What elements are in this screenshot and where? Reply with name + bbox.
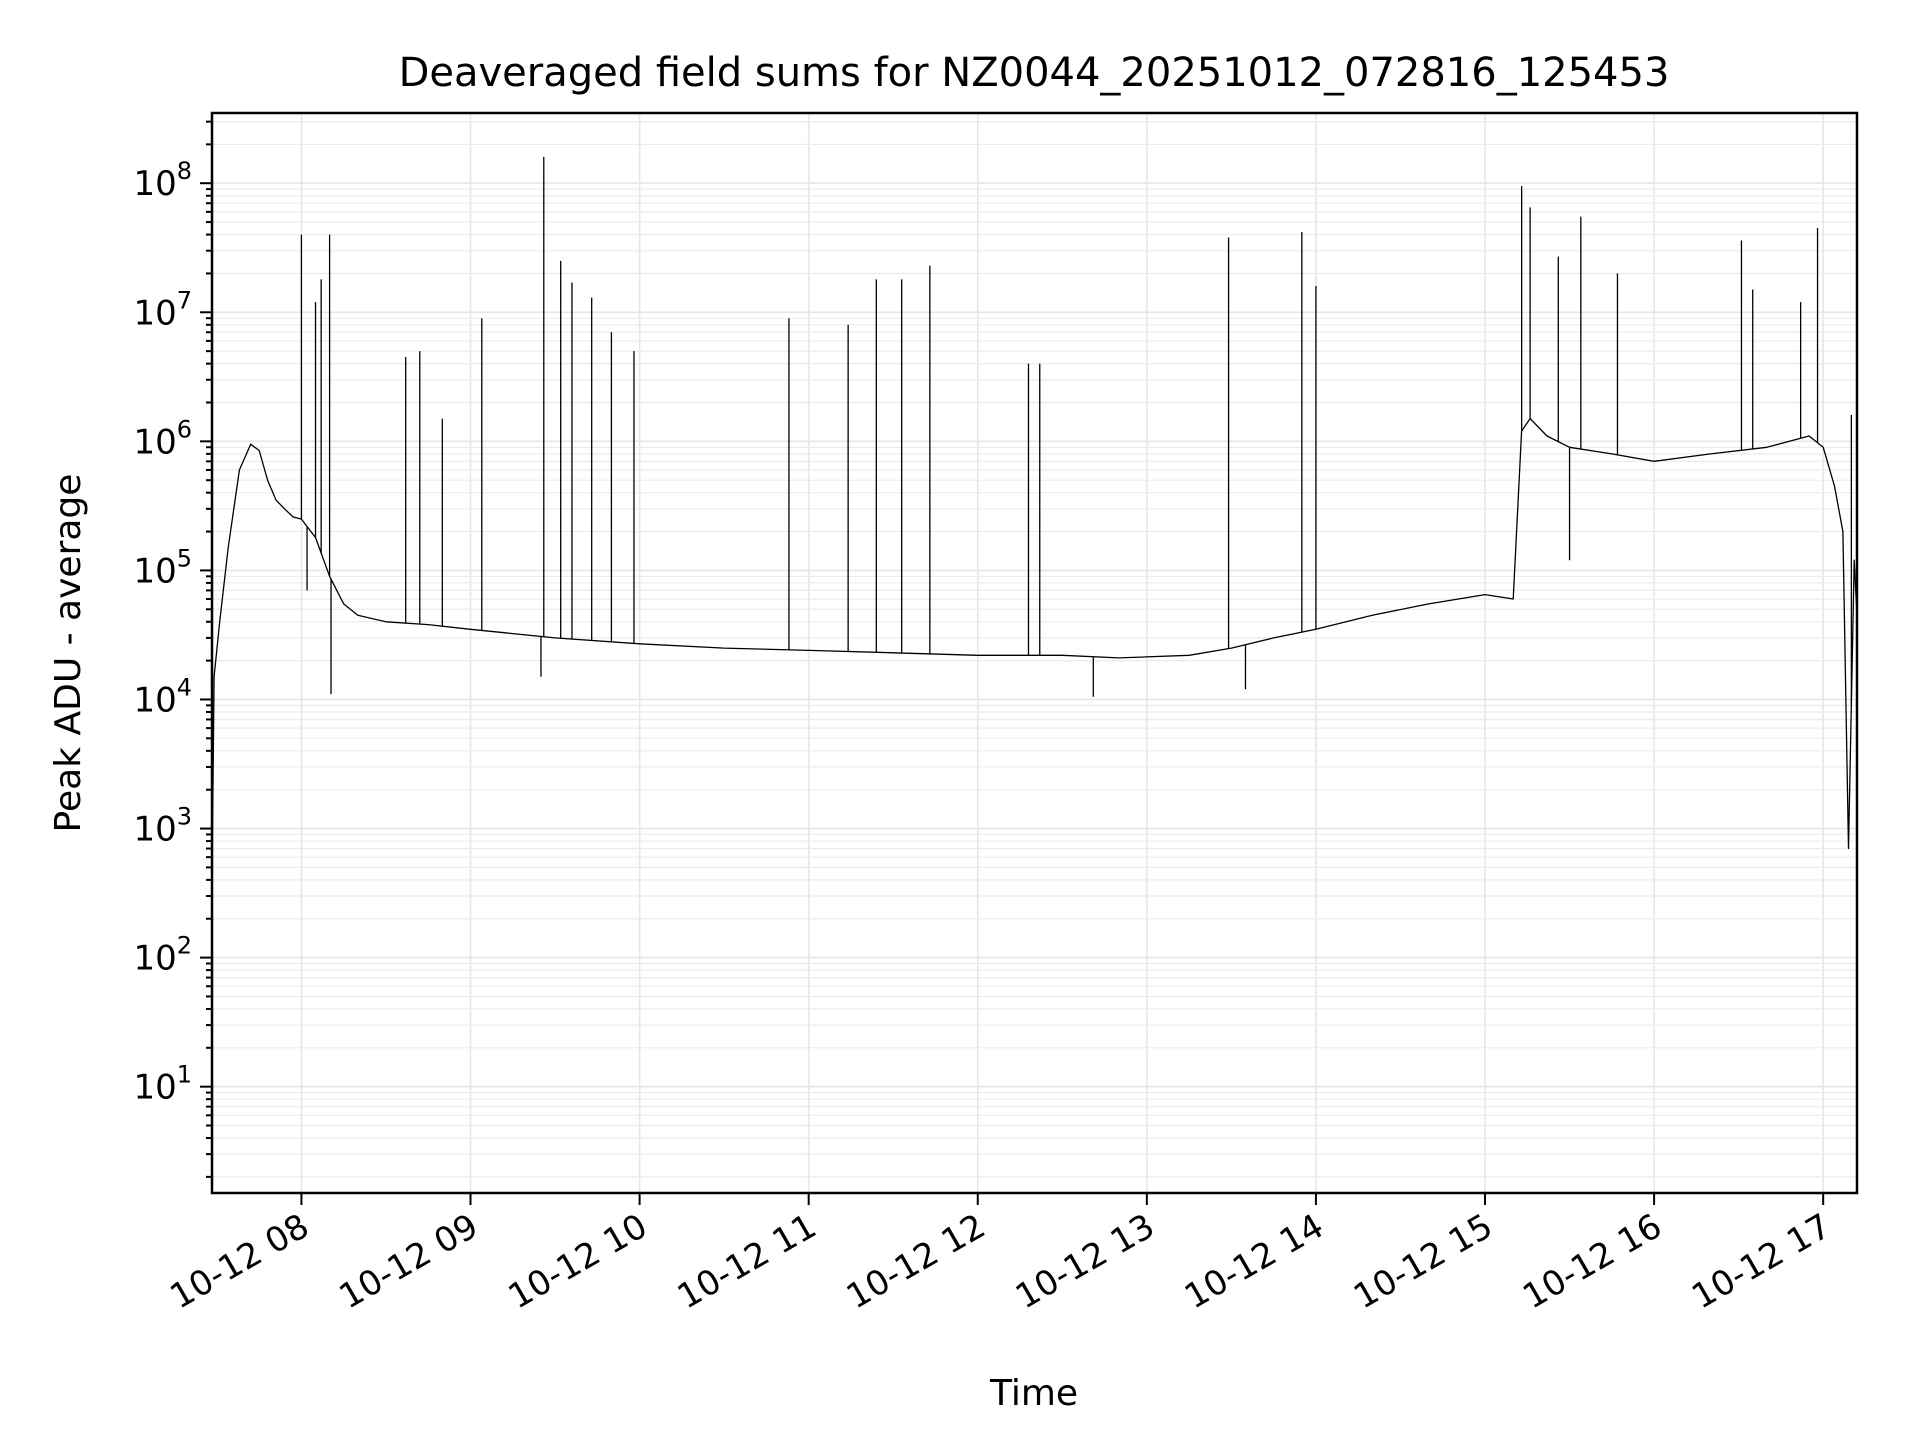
plot-area xyxy=(212,156,1857,880)
x-tick-label: 10-12 09 xyxy=(333,1206,485,1317)
y-tick-label: 103 xyxy=(133,803,192,850)
y-tick-label: 104 xyxy=(133,673,192,720)
plot-frame xyxy=(210,111,1859,1195)
x-axis-label: Time xyxy=(989,1373,1078,1414)
x-tick-label: 10-12 11 xyxy=(671,1206,823,1317)
grid xyxy=(212,113,1857,1193)
x-tick-label: 10-12 15 xyxy=(1347,1206,1499,1317)
y-axis-label: Peak ADU - average xyxy=(48,474,89,833)
series-line xyxy=(212,417,1857,880)
x-tick-label: 10-12 12 xyxy=(840,1206,992,1317)
y-tick-label: 102 xyxy=(133,932,192,979)
y-axis: 101 102 103 104 105 106 107 108 xyxy=(133,120,212,1178)
x-axis: 10-12 08 10-12 09 10-12 10 10-12 11 10-12 12… xyxy=(164,1193,1838,1317)
x-tick-label: 10-12 08 xyxy=(164,1206,316,1317)
y-tick-label: 108 xyxy=(133,157,192,204)
x-tick-label: 10-12 16 xyxy=(1516,1206,1668,1317)
x-tick-label: 10-12 14 xyxy=(1178,1206,1330,1317)
y-tick-label: 101 xyxy=(133,1061,192,1108)
y-tick-label: 107 xyxy=(133,286,192,333)
chart-title: Deaveraged field sums for NZ0044_2025101… xyxy=(399,50,1670,96)
y-tick-label: 105 xyxy=(133,544,192,591)
x-tick-label: 10-12 13 xyxy=(1009,1206,1161,1317)
x-tick-label: 10-12 17 xyxy=(1685,1206,1837,1317)
x-tick-label: 10-12 10 xyxy=(502,1206,654,1317)
y-tick-label: 106 xyxy=(133,415,192,462)
